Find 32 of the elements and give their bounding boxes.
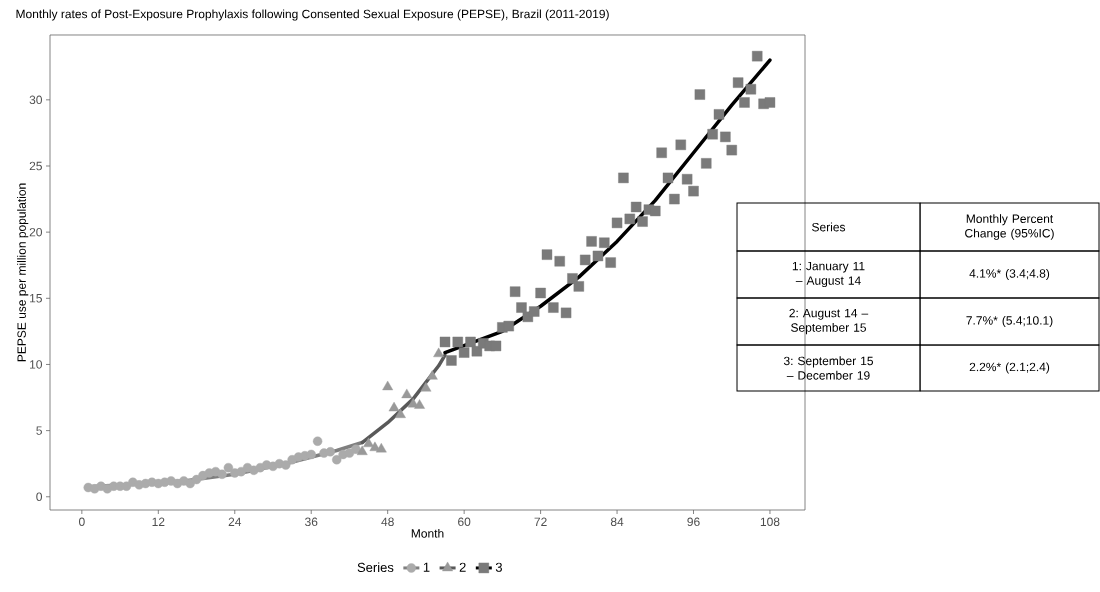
x-tick-label: 12 <box>152 517 165 526</box>
x-tick-label: 96 <box>687 517 700 527</box>
text: Monthly Percent Change (95%IC) <box>965 214 1054 240</box>
x-tick-label: 84 <box>610 517 624 527</box>
y-axis-title: PEPSE use per million population <box>17 183 29 362</box>
chart-title: Monthly rates of Post-Exposure Prophylaxis following Consented Sexual Exposure (PEPSE), Brazil (2011-2019) <box>16 9 609 21</box>
y-tick-label: 0 <box>36 492 43 502</box>
x-axis-title: Month <box>411 528 444 538</box>
legend-label: 1 <box>423 562 430 572</box>
annotation: 3: September 15 – December 19 <box>783 356 874 380</box>
x-tick-label: 72 <box>534 517 547 526</box>
y-tick-label: 30 <box>29 95 43 105</box>
legend-label: 3 <box>495 562 502 572</box>
annotation: 1: January 11 – August 14 <box>792 261 865 288</box>
x-tick-label: 108 <box>760 517 780 527</box>
legend-title: Series <box>357 562 394 573</box>
y-tick-label: 5 <box>36 426 42 435</box>
legend-label: 2 <box>459 562 466 572</box>
annotation: 2: August 14 – September 15 <box>789 308 869 335</box>
text: Series <box>812 222 846 232</box>
text: 7.7%* (5.4;10.1) <box>966 315 1053 328</box>
y-tick-label: 25 <box>29 161 42 171</box>
x-tick-label: 36 <box>305 517 318 527</box>
x-tick-label: 60 <box>458 517 471 527</box>
y-tick-label: 15 <box>30 294 42 303</box>
x-tick-label: 48 <box>381 517 394 527</box>
x-tick-label: 0 <box>78 517 85 527</box>
y-tick-label: 10 <box>30 360 43 369</box>
x-tick-label: 24 <box>228 517 242 526</box>
text: 2.2%* (2.1;2.4) <box>969 362 1050 374</box>
y-tick-label: 20 <box>29 227 43 237</box>
text: 4.1%* (3.4;4.8) <box>969 268 1050 281</box>
